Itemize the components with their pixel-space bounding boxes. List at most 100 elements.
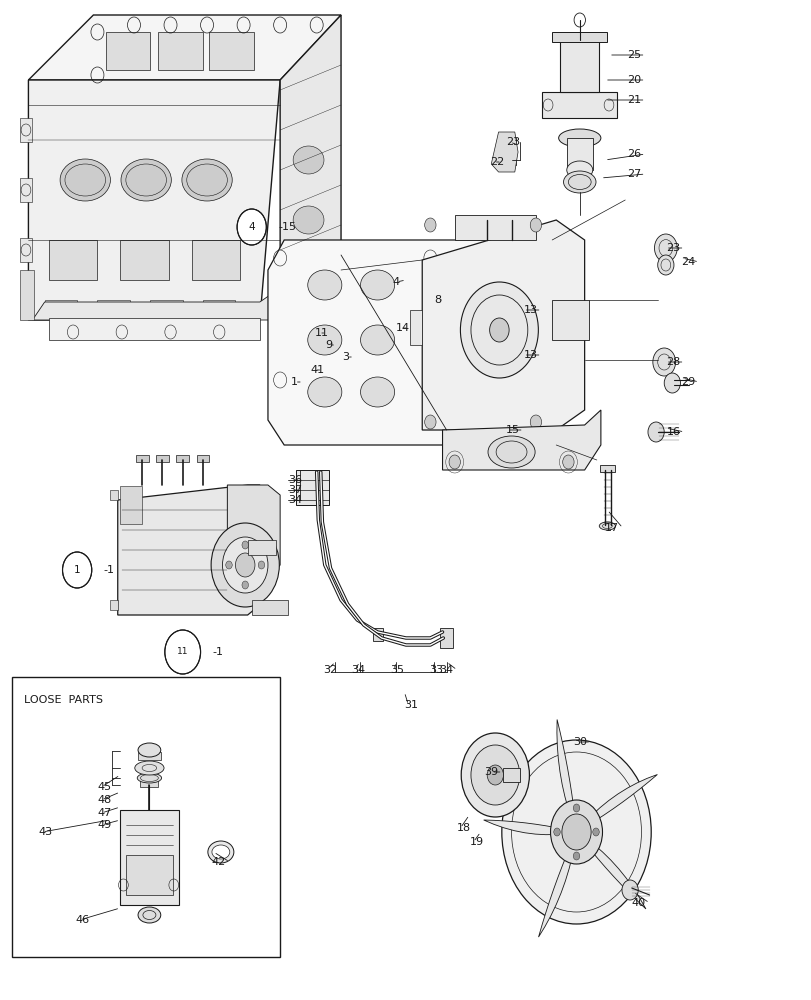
Polygon shape	[28, 15, 341, 80]
Text: 23: 23	[505, 137, 519, 147]
Text: LOOSE  PARTS: LOOSE PARTS	[24, 695, 103, 705]
Polygon shape	[105, 32, 150, 70]
Text: 23: 23	[666, 243, 680, 253]
Circle shape	[652, 348, 675, 376]
Text: 41: 41	[310, 365, 324, 375]
Text: 4: 4	[248, 222, 255, 232]
Text: 30: 30	[573, 737, 586, 747]
Circle shape	[663, 373, 680, 393]
Polygon shape	[126, 855, 173, 895]
Polygon shape	[268, 240, 551, 445]
Polygon shape	[591, 774, 657, 821]
Text: 32: 32	[323, 665, 337, 675]
Ellipse shape	[293, 206, 324, 234]
Text: 26: 26	[627, 149, 641, 159]
Circle shape	[165, 630, 200, 674]
Text: 39: 39	[484, 767, 498, 777]
Circle shape	[550, 800, 602, 864]
Polygon shape	[440, 628, 453, 648]
Circle shape	[258, 561, 264, 569]
Polygon shape	[551, 32, 607, 42]
Circle shape	[592, 828, 599, 836]
Text: 11: 11	[177, 648, 188, 656]
Text: 47: 47	[97, 808, 112, 818]
Polygon shape	[150, 300, 182, 318]
Circle shape	[530, 415, 541, 429]
Polygon shape	[196, 455, 209, 462]
Polygon shape	[483, 820, 556, 835]
Polygon shape	[120, 240, 169, 280]
Text: 18: 18	[456, 823, 470, 833]
Text: 19: 19	[469, 837, 483, 847]
Ellipse shape	[293, 146, 324, 174]
Text: 46: 46	[75, 915, 89, 925]
Text: 21: 21	[627, 95, 641, 105]
Polygon shape	[120, 486, 142, 524]
Circle shape	[561, 814, 590, 850]
Polygon shape	[109, 490, 118, 500]
Text: 22: 22	[489, 157, 504, 167]
Polygon shape	[49, 318, 260, 340]
Polygon shape	[209, 32, 254, 70]
Bar	[12, 677, 280, 957]
Circle shape	[530, 218, 541, 232]
Text: 29: 29	[680, 377, 694, 387]
Polygon shape	[442, 410, 600, 470]
Polygon shape	[156, 455, 169, 462]
Polygon shape	[251, 600, 288, 615]
Polygon shape	[542, 92, 616, 118]
Polygon shape	[20, 118, 32, 142]
Text: 11: 11	[315, 328, 328, 338]
Text: -1: -1	[104, 565, 115, 575]
Circle shape	[242, 541, 248, 549]
Circle shape	[553, 828, 560, 836]
Circle shape	[225, 561, 232, 569]
Text: 9: 9	[324, 340, 332, 350]
Circle shape	[235, 553, 255, 577]
Polygon shape	[498, 138, 515, 165]
Polygon shape	[372, 628, 383, 641]
Text: 43: 43	[38, 827, 52, 837]
Circle shape	[222, 537, 268, 593]
Polygon shape	[120, 810, 178, 905]
Polygon shape	[556, 720, 573, 809]
Polygon shape	[566, 138, 592, 170]
Polygon shape	[590, 845, 645, 909]
Text: 13: 13	[523, 305, 537, 315]
Circle shape	[460, 282, 538, 378]
Text: 24: 24	[680, 257, 694, 267]
Text: 4: 4	[392, 277, 399, 287]
Text: 37: 37	[288, 485, 302, 495]
Polygon shape	[138, 752, 161, 760]
Ellipse shape	[307, 270, 341, 300]
Text: 49: 49	[97, 820, 112, 830]
Polygon shape	[560, 40, 599, 92]
Polygon shape	[28, 80, 280, 320]
Circle shape	[242, 581, 248, 589]
Circle shape	[654, 234, 676, 262]
Circle shape	[573, 804, 579, 812]
Text: 34: 34	[288, 495, 302, 505]
Circle shape	[448, 455, 460, 469]
Text: 3: 3	[342, 352, 350, 362]
Polygon shape	[280, 15, 341, 320]
Polygon shape	[109, 600, 118, 610]
Ellipse shape	[121, 159, 171, 201]
Text: 13: 13	[523, 350, 537, 360]
Polygon shape	[227, 485, 280, 580]
Ellipse shape	[135, 761, 164, 775]
Ellipse shape	[558, 129, 600, 147]
Polygon shape	[118, 485, 260, 615]
Ellipse shape	[208, 841, 234, 863]
Text: 28: 28	[665, 357, 680, 367]
Polygon shape	[538, 854, 572, 937]
Circle shape	[424, 218, 436, 232]
Ellipse shape	[360, 377, 394, 407]
Circle shape	[461, 733, 529, 817]
Ellipse shape	[307, 377, 341, 407]
Text: -15: -15	[278, 222, 296, 232]
Text: -1: -1	[212, 647, 224, 657]
Polygon shape	[599, 465, 615, 472]
Polygon shape	[135, 455, 148, 462]
Text: 8: 8	[434, 295, 441, 305]
